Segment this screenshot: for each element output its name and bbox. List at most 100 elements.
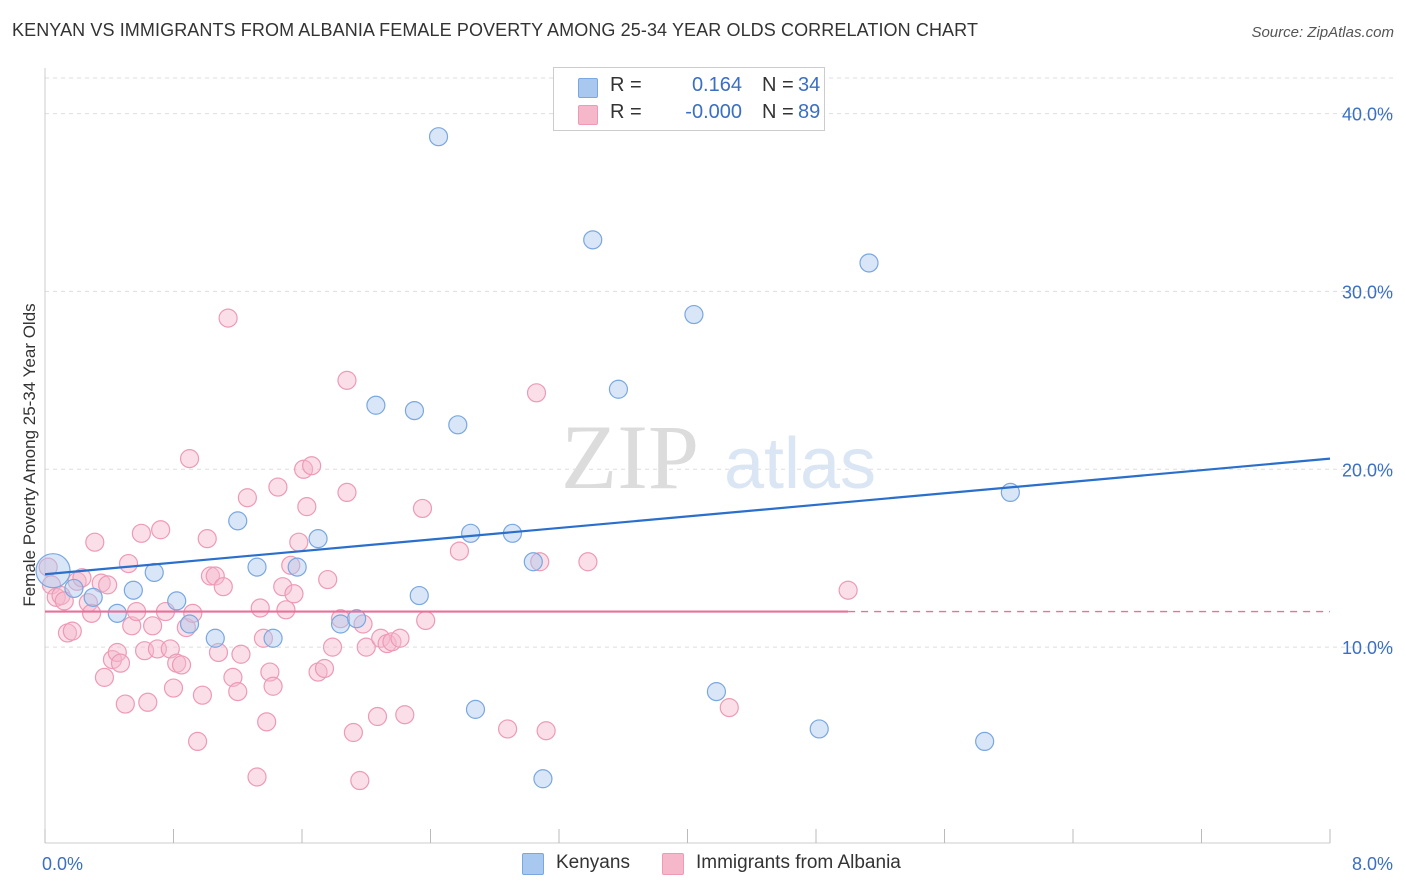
legend-swatch-kenyans [578,78,598,98]
albania-point [449,541,470,561]
albania-point [330,609,351,629]
albania-point [412,498,433,519]
y-tick-label: 10.0% [1342,638,1393,658]
albania-point [395,705,415,725]
albania-point [350,770,370,791]
kenyan-point [859,253,879,273]
albania-point [163,678,184,698]
albania-point [81,603,102,623]
albania-point [289,532,309,552]
albania-point [536,721,556,741]
x-tick-label: 8.0% [1352,854,1393,874]
albania-point [263,676,283,696]
albania-point [416,610,436,631]
kenyan-point [523,552,543,572]
albania-point [526,383,547,403]
albania-point [578,552,598,572]
albania-point [273,577,293,597]
kenyan-point [205,628,225,648]
kenyan-point [228,511,248,531]
albania-point [281,555,301,575]
albania-point [171,655,192,675]
bottom-legend-label-kenyans: Kenyans [556,852,630,873]
albania-point [94,667,115,687]
kenyan-point [465,699,486,719]
albania-point [297,497,317,517]
albania-point [257,712,277,732]
kenyan-point [144,562,164,583]
y-tick-label: 20.0% [1342,460,1393,480]
kenyan-point [428,127,449,147]
kenyan-point [404,400,425,421]
tick-labels: 10.0% 20.0% 30.0% 40.0% 0.0% 8.0% [42,105,1393,874]
albania-point [208,642,229,663]
albania-point [337,370,357,390]
albania-point [85,532,105,552]
albania-points [38,308,858,791]
albania-point [250,598,270,618]
legend-n-value: 89 [798,101,821,123]
albania-point [253,628,274,648]
kenyan-point [287,557,307,577]
albania-point [530,552,550,572]
albania-point [115,694,135,714]
albania-point [371,628,391,648]
albania-point [367,706,388,727]
albania-point [205,566,225,586]
albania-point [390,628,410,648]
albania-point [322,637,343,657]
kenyan-point [330,614,351,634]
legend-r-label: R = [610,101,642,123]
legend-n-label: N = [762,74,794,96]
trend-lines [44,457,1331,613]
legend-r-label: R = [610,74,642,96]
kenyan-point [684,304,704,325]
albania-point [179,449,200,469]
y-tick-label: 30.0% [1342,282,1393,302]
albania-point [187,731,208,752]
albania-point [110,653,131,673]
kenyan-point [409,585,429,606]
albania-point [231,644,251,664]
kenyan-point [107,603,127,623]
bottom-legend-swatch-kenyans [522,853,544,875]
albania-point [72,568,92,588]
legend-n-value: 34 [798,74,821,96]
kenyan-point [461,523,481,543]
albania-point [353,614,373,634]
kenyan-point [123,580,143,600]
kenyan-point [347,609,367,629]
kenyan-point [83,587,103,607]
kenyan-point [247,557,267,577]
albania-point [192,685,213,705]
x-tick-label: 0.0% [42,854,83,874]
kenyan-points [35,127,1020,789]
watermark-zip: ZIP [561,406,699,508]
kenyan-point [706,682,727,702]
albania-point [200,566,221,586]
albania-point [131,523,151,543]
albania-point [62,621,82,641]
albania-point [314,658,335,679]
kenyan-point [35,553,71,589]
albania-point [838,580,858,600]
albania-point [176,617,196,638]
source-credit: Source: ZipAtlas.com [1251,24,1394,41]
legend-n-label: N = [762,101,794,123]
kenyan-point [975,731,995,752]
bottom-legend-swatch-albania [662,853,684,875]
albania-point [260,662,280,682]
kenyan-point [583,230,603,250]
watermark: ZIP atlas [561,406,876,508]
kenyan-point [308,529,328,549]
kenyan-point [608,379,629,399]
albania-point [343,722,363,743]
albania-point [143,616,163,636]
grid-lines [45,77,1395,648]
legend-r-value: 0.164 [691,74,742,96]
albania-point [122,616,142,636]
correlation-legend: R = 0.164 N = 34 R = -0.000 N = 89 [553,67,825,131]
albania-point [138,692,158,712]
albania-point [276,600,296,620]
